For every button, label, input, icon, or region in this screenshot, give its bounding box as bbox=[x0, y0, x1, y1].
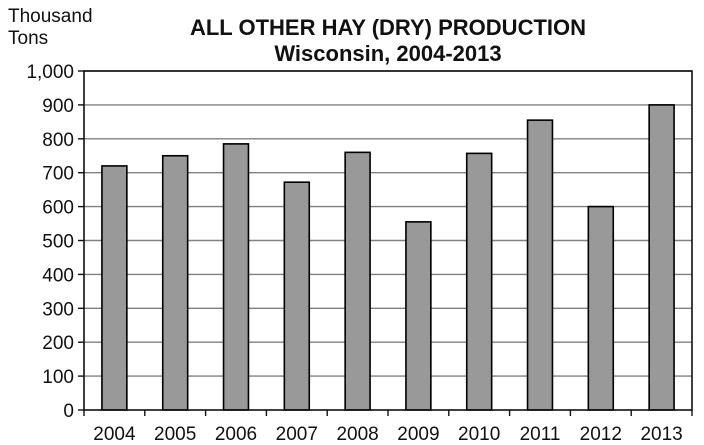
y-tick-label: 200 bbox=[42, 333, 74, 354]
x-tick-label: 2005 bbox=[154, 424, 196, 445]
x-tick-label: 2013 bbox=[640, 424, 682, 445]
y-tick-label: 0 bbox=[63, 401, 74, 422]
y-tick-label: 400 bbox=[42, 265, 74, 286]
bar-2008 bbox=[344, 151, 371, 411]
y-tick-label: 100 bbox=[42, 367, 74, 388]
y-tick-label: 600 bbox=[42, 198, 74, 219]
bars bbox=[101, 104, 675, 411]
y-tick-label: 500 bbox=[42, 232, 74, 253]
bar-2011 bbox=[526, 119, 554, 411]
x-tick-label: 2012 bbox=[580, 424, 622, 445]
y-axis-unit-label: Thousand Tons bbox=[8, 6, 93, 50]
bar-2007 bbox=[283, 181, 311, 411]
bar-2006 bbox=[222, 143, 250, 411]
bar-2010 bbox=[465, 152, 493, 411]
x-tick-label: 2004 bbox=[93, 424, 136, 445]
x-tick-label: 2009 bbox=[397, 424, 439, 445]
y-tick-label: 700 bbox=[42, 164, 74, 185]
plot-frame bbox=[83, 70, 693, 411]
y-tick-label: 800 bbox=[42, 130, 74, 151]
bar-2012 bbox=[587, 205, 615, 411]
axes bbox=[78, 70, 693, 416]
chart-subtitle: Wisconsin, 2004-2013 bbox=[274, 41, 501, 66]
y-axis-unit-line-1: Thousand bbox=[8, 6, 93, 27]
chart-title: ALL OTHER HAY (DRY) PRODUCTION bbox=[190, 15, 586, 40]
bar-2009 bbox=[405, 221, 432, 411]
x-tick-label: 2007 bbox=[276, 424, 318, 445]
y-tick-label: 1,000 bbox=[26, 62, 74, 83]
y-tick-label: 900 bbox=[42, 96, 74, 117]
y-axis-unit-line-2: Tons bbox=[8, 28, 49, 49]
bar-2004 bbox=[101, 165, 128, 411]
x-tick-label: 2010 bbox=[458, 424, 500, 445]
tick-labels: 0 100 200 300 400 500 600 700 800 900 1,000 2004 200… bbox=[26, 62, 682, 445]
x-tick-label: 2008 bbox=[336, 424, 378, 445]
y-tick-label: 300 bbox=[42, 299, 74, 320]
bar-2005 bbox=[161, 154, 189, 411]
x-tick-label: 2011 bbox=[520, 424, 561, 445]
x-tick-label: 2006 bbox=[215, 424, 257, 445]
bar-2013 bbox=[648, 104, 675, 411]
